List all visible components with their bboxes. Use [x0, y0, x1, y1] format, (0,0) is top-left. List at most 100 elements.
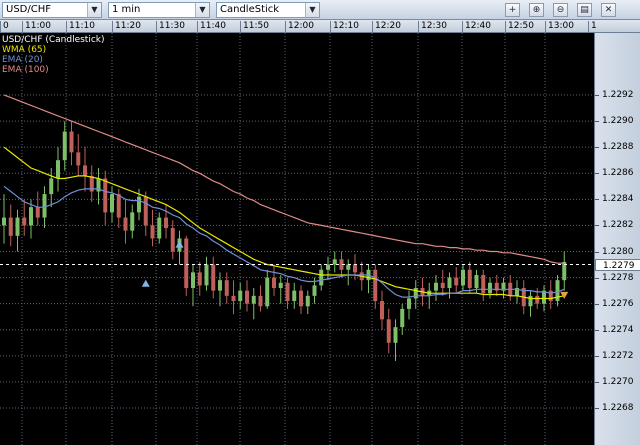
price-axis-tick: [595, 329, 599, 331]
candle-body: [353, 264, 357, 273]
time-axis-label: 11:50: [240, 21, 269, 33]
buy-arrow-icon: [141, 279, 150, 287]
candle-body: [434, 282, 438, 291]
candle-body: [110, 194, 114, 213]
zoom-in-button[interactable]: ⊕: [529, 3, 544, 17]
candle-body: [488, 282, 492, 294]
candle-body: [373, 269, 378, 302]
buy-arrow-icon: [175, 240, 184, 248]
price-axis-tick: [595, 251, 599, 253]
legend-items: WMA (65) EMA (20) EMA (100): [2, 45, 105, 75]
candle-body: [299, 290, 303, 307]
candle-body: [29, 207, 33, 226]
chart-style-select-value: CandleStick: [220, 4, 280, 15]
candle-body: [555, 280, 560, 302]
candle-body: [130, 212, 135, 231]
candle-body: [8, 217, 13, 236]
candle-body: [494, 282, 499, 291]
candle-body: [467, 269, 472, 289]
price-axis-label: 1.2282: [602, 220, 634, 231]
candle-body: [137, 196, 141, 213]
time-axis-label: 12:10: [330, 21, 359, 33]
candle-body: [515, 288, 519, 296]
candle-body: [400, 308, 405, 328]
candle-body: [326, 264, 330, 270]
ema-20-line: [3, 185, 565, 298]
price-axis[interactable]: 1.2279 1.2292 1.2290 1.2288 1.2286 1.2284 1.2…: [594, 33, 640, 445]
candle-body: [292, 290, 297, 302]
candle-body: [245, 290, 249, 304]
candle-body: [461, 269, 465, 286]
interval-select[interactable]: 1 min ▼: [108, 2, 210, 18]
candle-body: [211, 264, 216, 291]
candle-body: [393, 327, 398, 343]
candle-body: [258, 295, 263, 307]
candle-body: [116, 194, 121, 218]
price-axis-label: 1.2270: [602, 376, 634, 387]
candle-body: [501, 282, 506, 291]
chevron-down-icon[interactable]: ▼: [195, 3, 209, 17]
candle-body: [150, 225, 155, 239]
candle-body: [238, 290, 243, 302]
candle-body: [380, 301, 384, 320]
price-axis-label: 1.2268: [602, 403, 634, 413]
settings-button[interactable]: ▤: [577, 3, 592, 17]
candle-body: [231, 295, 236, 302]
price-axis-tick: [595, 408, 599, 409]
ema-100-line: [3, 94, 565, 264]
crosshair-button[interactable]: +: [505, 3, 520, 17]
price-chart[interactable]: [0, 33, 594, 445]
candle-body: [157, 217, 162, 239]
chart-background: [0, 33, 594, 445]
candle-body: [319, 269, 324, 286]
zoom-out-button[interactable]: ⊖: [553, 3, 568, 17]
candle-body: [481, 274, 486, 294]
indicator-lines: [3, 94, 565, 300]
price-axis-label: 1.2286: [602, 168, 634, 179]
time-axis-label: 12:20: [372, 21, 401, 33]
candle-body: [440, 282, 445, 289]
time-axis-label: 12:50: [505, 21, 534, 33]
time-axis-label: 12:40: [462, 21, 491, 33]
candle-body: [339, 259, 344, 270]
symbol-select[interactable]: USD/CHF ▼: [2, 2, 102, 18]
price-axis-tick: [595, 95, 599, 96]
time-axis-label: 11:30: [156, 21, 185, 33]
candle-body: [474, 274, 479, 289]
candle-body: [278, 282, 283, 289]
candle-body: [346, 264, 351, 270]
candle-body: [218, 280, 222, 291]
price-axis-label: 1.2284: [602, 194, 634, 205]
candle-body: [305, 295, 310, 307]
candle-body: [103, 178, 108, 213]
candle-body: [89, 175, 94, 192]
candle-body: [69, 131, 74, 153]
symbol-select-value: USD/CHF: [6, 4, 51, 15]
time-axis-label: 13:00: [545, 21, 574, 33]
candle-body: [197, 272, 202, 286]
chevron-down-icon[interactable]: ▼: [305, 3, 319, 17]
time-axis-label: 12:30: [418, 21, 447, 33]
candle-body: [204, 264, 209, 286]
candle-body: [535, 295, 540, 304]
candle-body: [49, 178, 54, 195]
time-axis: 0 11:00 11:10 11:20 11:30 11:40 11:50 12:00 12:1…: [0, 20, 640, 33]
chart-style-select[interactable]: CandleStick ▼: [216, 2, 320, 18]
price-axis-tick: [595, 173, 599, 175]
close-button[interactable]: ✕: [601, 3, 616, 17]
candle-body: [2, 217, 6, 226]
candle-body: [83, 165, 87, 176]
candle-body: [542, 290, 546, 304]
chevron-down-icon[interactable]: ▼: [87, 3, 101, 17]
price-axis-label: 1.2288: [602, 142, 634, 153]
price-axis-label: 1.2292: [602, 90, 634, 100]
time-axis-label: 1: [588, 21, 597, 33]
time-axis-label: 0: [0, 21, 9, 33]
candle-body: [447, 277, 452, 289]
candle-body: [265, 277, 270, 307]
candle-body: [96, 178, 101, 192]
candle-body: [407, 298, 411, 309]
price-axis-tick: [595, 381, 599, 383]
price-axis-label: 1.2276: [602, 298, 634, 309]
candle-body: [528, 295, 533, 307]
